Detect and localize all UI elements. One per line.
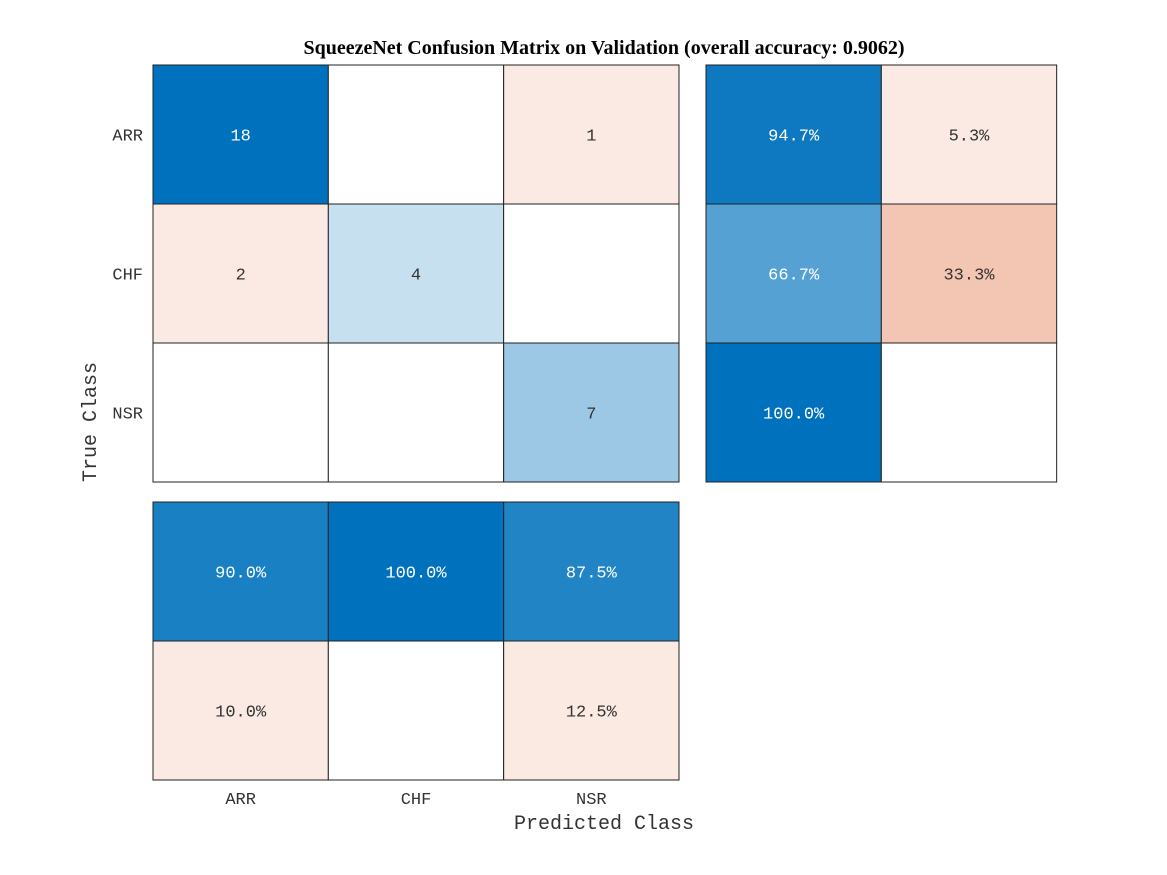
row-summary-cell-label: 33.3% xyxy=(943,267,995,286)
matrix-cell xyxy=(503,203,680,344)
row-summary-cell xyxy=(705,342,882,483)
matrix-cell-label: 2 xyxy=(236,267,246,286)
matrix-cell xyxy=(152,342,329,483)
matrix-cell-label: 7 xyxy=(586,406,596,425)
matrix-cell-label: 1 xyxy=(586,128,596,147)
row-summary-cell xyxy=(880,342,1058,483)
x-axis-label: Predicted Class xyxy=(514,813,694,836)
column-summary-cell-label: 87.5% xyxy=(566,565,618,584)
column-summary-cell xyxy=(327,501,505,642)
row-tick-label: CHF xyxy=(112,267,143,286)
column-summary-cell xyxy=(327,640,505,781)
matrix-cell xyxy=(503,342,680,483)
matrix-cell-label: 4 xyxy=(411,267,421,286)
chart-title: SqueezeNet Confusion Matrix on Validatio… xyxy=(303,37,904,59)
column-tick-label: NSR xyxy=(576,791,607,810)
column-summary-cell-label: 90.0% xyxy=(215,565,267,584)
row-summary-cell-label: 5.3% xyxy=(949,128,991,147)
column-summary-cell-label: 12.5% xyxy=(566,704,618,723)
row-summary-cell-label: 66.7% xyxy=(768,267,820,286)
matrix-cell xyxy=(503,64,680,205)
confusion-matrix: 18 1 2 4 7 xyxy=(152,64,680,483)
column-summary-matrix: 90.0% 100.0% 87.5% 10.0% 12.5% xyxy=(152,501,680,781)
row-summary-cell-label: 94.7% xyxy=(768,128,820,147)
row-summary-cell-label: 100.0% xyxy=(763,406,825,425)
y-axis-label: True Class xyxy=(80,362,103,482)
matrix-cell xyxy=(152,203,329,344)
matrix-cell xyxy=(327,342,505,483)
column-summary-cell xyxy=(152,640,329,781)
row-tick-label: ARR xyxy=(112,128,143,147)
column-summary-cell xyxy=(503,501,680,642)
row-tick-label: NSR xyxy=(112,406,143,425)
row-summary-matrix: 94.7% 5.3% 66.7% 33.3% 100.0% xyxy=(705,64,1058,483)
column-summary-cell-label: 10.0% xyxy=(215,704,267,723)
matrix-cell xyxy=(327,64,505,205)
column-summary-cell-label: 100.0% xyxy=(385,565,447,584)
row-summary-cell xyxy=(705,64,882,205)
matrix-cell-label: 18 xyxy=(230,128,250,147)
column-tick-label: CHF xyxy=(401,791,432,810)
row-tick-labels: ARR CHF NSR xyxy=(112,128,143,425)
matrix-cell xyxy=(152,64,329,205)
row-summary-cell xyxy=(705,203,882,344)
column-tick-label: ARR xyxy=(225,791,256,810)
column-tick-labels: ARR CHF NSR xyxy=(225,791,606,810)
column-summary-cell xyxy=(503,640,680,781)
row-summary-cell xyxy=(880,64,1058,205)
matrix-cell xyxy=(327,203,505,344)
